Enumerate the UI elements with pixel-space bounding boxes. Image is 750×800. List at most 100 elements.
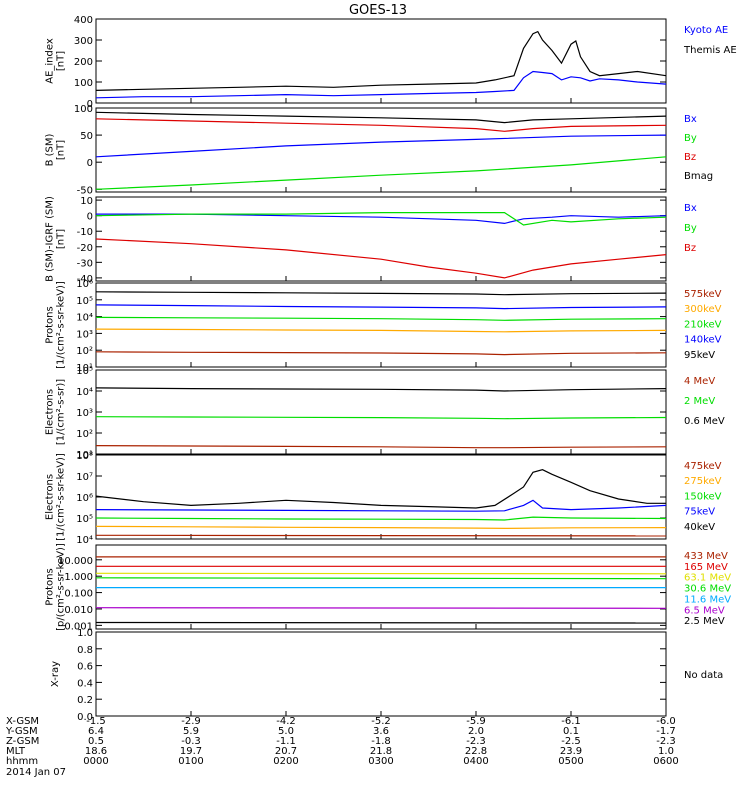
ephemeris-value: 1.0 <box>658 746 674 757</box>
series-line-475kev <box>95 534 667 537</box>
ephemeris-value: -6.0 <box>656 716 676 727</box>
panel-6: 10⁴ 10⁵ 10⁶ 10⁷ 10⁸ Electrons [1/(cm²-s-sr-keV… <box>45 451 722 546</box>
series-line-bmag <box>95 111 667 124</box>
legend-entry: Bmag <box>684 171 713 182</box>
y-tick-label: 10⁴ <box>76 387 93 398</box>
ephemeris-value: -1.5 <box>86 716 106 727</box>
ephemeris-value: 2.0 <box>468 726 484 737</box>
ephemeris-value: 20.7 <box>275 746 297 757</box>
series-line-140kev <box>95 304 667 310</box>
panel-2: -50 0 50 100 B (SM) [nT] Bx By Bz Bmag <box>45 104 714 196</box>
series-line-210kev <box>95 316 667 321</box>
ephemeris-label: hhmm <box>6 756 38 767</box>
ephemeris-label: Z-GSM <box>6 736 39 747</box>
legend-entry: 30.6 MeV <box>684 584 731 595</box>
series-line-bz <box>95 118 667 132</box>
y-tick-label: 0.6 <box>77 662 93 673</box>
ephemeris-value: 0000 <box>83 756 108 767</box>
panel-5: 10¹ 10² 10³ 10⁴ 10⁵ Electrons [1/(cm²-s-sr)] 4 … <box>45 366 725 461</box>
legend-entry: 575keV <box>684 289 722 300</box>
legend-entry: 63.1 MeV <box>684 573 731 584</box>
y-tick-label: 10³ <box>76 329 93 340</box>
series-line-75kev <box>95 499 667 512</box>
legend-entry: By <box>684 133 697 144</box>
y-tick-label: 10³ <box>76 408 93 419</box>
ephemeris-value: 23.9 <box>560 746 582 757</box>
series-line-2-mev <box>95 416 667 420</box>
series-line-kyoto-ae <box>95 70 667 99</box>
panel-frame <box>95 369 667 455</box>
y-tick-label: 400 <box>74 15 93 26</box>
y-tick-label: 10² <box>76 346 93 357</box>
panel-frame <box>95 18 667 104</box>
series-line-575kev <box>95 351 667 356</box>
legend-entry: Themis AE <box>683 45 737 56</box>
legend-entry: By <box>684 223 697 234</box>
y-tick-label: 10⁵ <box>76 296 93 307</box>
plot-title: GOES-13 <box>349 3 407 18</box>
ephemeris-value: 0200 <box>273 756 298 767</box>
series-line-4-mev <box>95 445 667 449</box>
ephemeris-value: 5.9 <box>183 726 199 737</box>
series-line-300kev <box>95 328 667 333</box>
series-line-6-5-mev <box>95 607 667 609</box>
ephemeris-value: 18.6 <box>85 746 107 757</box>
legend-entry: 75keV <box>684 507 715 518</box>
y-tick-label: 0.010 <box>64 605 93 616</box>
y-tick-label: 1.000 <box>64 572 93 583</box>
ephemeris-value: -6.1 <box>561 716 581 727</box>
y-tick-label: 10² <box>76 429 93 440</box>
ephemeris-value: 5.0 <box>278 726 294 737</box>
ephemeris-value: 22.8 <box>465 746 487 757</box>
y-tick-label: 0.0 <box>77 712 93 723</box>
y-tick-label: 100 <box>74 104 93 115</box>
y-tick-label: 10.000 <box>58 556 93 567</box>
ephemeris-value: -2.3 <box>656 736 676 747</box>
ephemeris-value: 0600 <box>653 756 678 767</box>
y-axis-label: [p/(cm²-s-sr-keV)] <box>56 543 67 631</box>
y-axis-label: [1/(cm²-s-sr-keV)] <box>56 281 67 369</box>
series-line-by <box>95 212 667 226</box>
y-tick-label: 50 <box>80 131 93 142</box>
ephemeris-value: -1.7 <box>656 726 676 737</box>
legend-entry: 0.6 MeV <box>684 416 725 427</box>
y-tick-label: 10⁶ <box>76 493 93 504</box>
ephemeris-value: -2.3 <box>466 736 486 747</box>
legend-entry: 2 MeV <box>684 396 715 407</box>
y-tick-label: 0.8 <box>77 645 93 656</box>
y-axis-label: [1/(cm²-s-sr-keV)] <box>56 453 67 541</box>
y-tick-label: 300 <box>74 36 93 47</box>
ephemeris-value: -2.5 <box>561 736 581 747</box>
ephemeris-value: 19.7 <box>180 746 202 757</box>
panel-frame <box>95 631 667 717</box>
legend-entry: 165 MeV <box>684 562 728 573</box>
legend-entry: 300keV <box>684 304 722 315</box>
panel-frame <box>95 282 667 368</box>
y-tick-label: 1.0 <box>77 628 93 639</box>
ephemeris-value: 21.8 <box>370 746 392 757</box>
ephemeris-value: 0400 <box>463 756 488 767</box>
y-tick-label: 10⁷ <box>76 472 93 483</box>
y-axis-label: [nT] <box>56 51 67 71</box>
y-tick-label: 10⁵ <box>76 514 93 525</box>
ephemeris-label: X-GSM <box>6 716 39 727</box>
legend-entry: 433 MeV <box>684 551 728 562</box>
legend-entry: Kyoto AE <box>684 25 728 36</box>
series-line-0-6-mev <box>95 387 667 392</box>
y-tick-label: 0.001 <box>64 621 93 632</box>
y-tick-label: 10¹ <box>76 363 93 374</box>
ephemeris-value: 3.6 <box>373 726 389 737</box>
series-line-275kev <box>95 525 667 530</box>
ephemeris-value: 0300 <box>368 756 393 767</box>
legend-entry: 150keV <box>684 491 722 502</box>
panel-3: -40 -30 -20 -10 0 10 B (SM)-IGRF (SM) [nT] Bx By B… <box>45 196 697 285</box>
series-line-bx <box>96 213 667 225</box>
y-tick-label: 10⁶ <box>76 279 93 290</box>
date-label: 2014 Jan 07 <box>6 767 66 778</box>
legend-entry: 475keV <box>684 461 722 472</box>
ephemeris-value: 0500 <box>558 756 583 767</box>
legend-entry: 40keV <box>684 522 715 533</box>
